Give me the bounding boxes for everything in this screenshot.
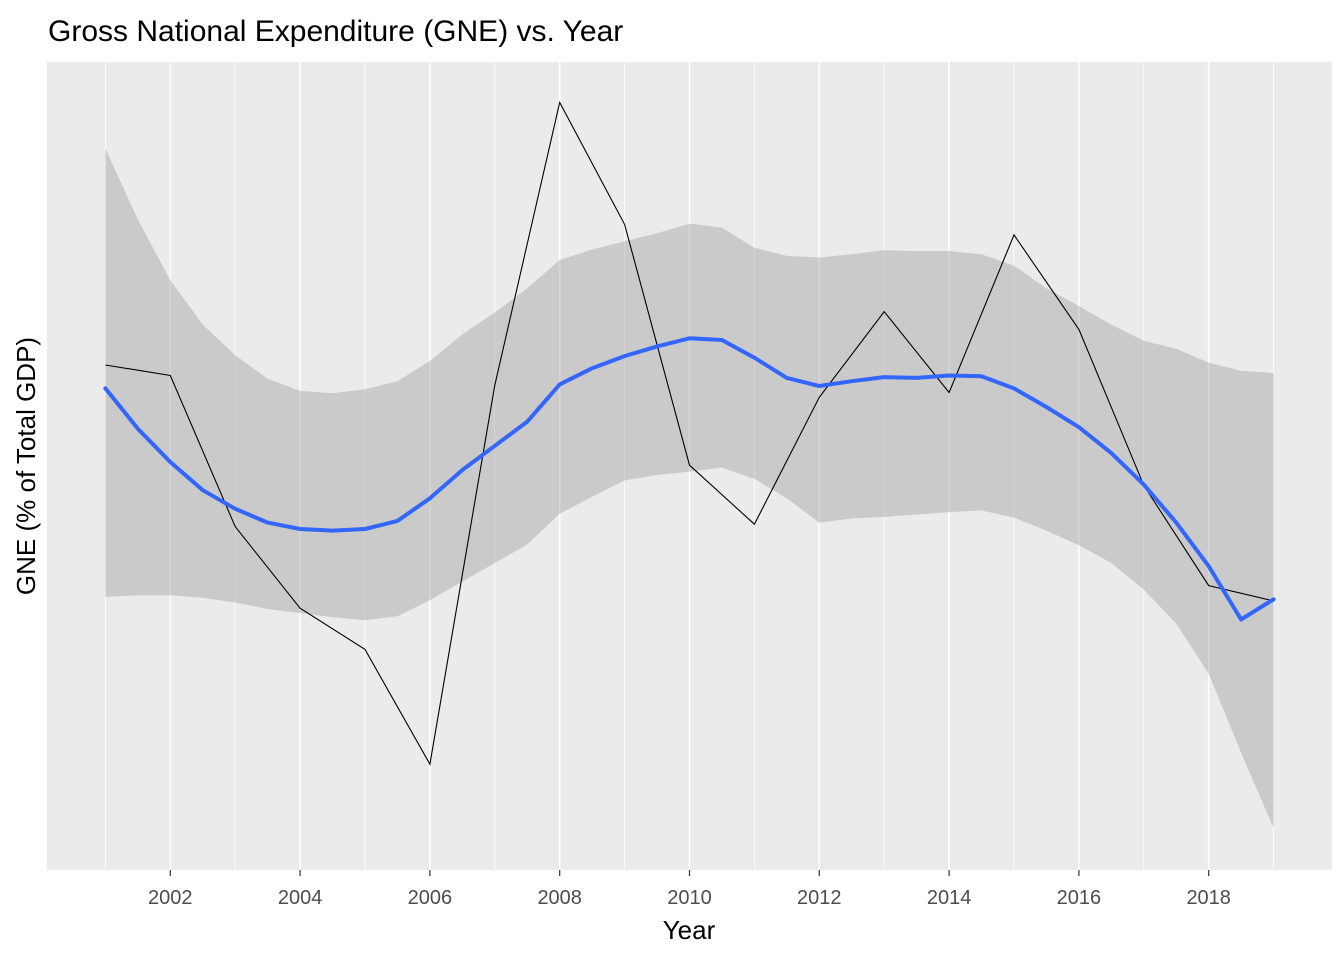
x-axis-title: Year xyxy=(663,915,716,945)
smooth-trend-line xyxy=(103,336,1276,622)
x-tick-label: 2004 xyxy=(278,887,323,909)
x-tick-label: 2012 xyxy=(797,887,842,909)
gne-data-line xyxy=(105,100,1274,766)
x-tick-label: 2014 xyxy=(927,887,972,909)
x-axis: 2002 2004 2006 2008 2010 2012 2014 2016 2018 xyxy=(148,870,1231,909)
series-layer xyxy=(103,100,1276,828)
x-tick-label: 2010 xyxy=(667,887,712,909)
x-tick-label: 2016 xyxy=(1057,887,1102,909)
y-axis-title: GNE (% of Total GDP) xyxy=(11,337,41,595)
confidence-band xyxy=(105,148,1274,828)
x-tick-label: 2002 xyxy=(148,887,193,909)
grid-lines xyxy=(105,62,1274,870)
x-tick-label: 2006 xyxy=(408,887,453,909)
x-tick-label: 2018 xyxy=(1186,887,1231,909)
chart-title: Gross National Expenditure (GNE) vs. Yea… xyxy=(48,15,623,48)
x-tick-label: 2008 xyxy=(537,887,582,909)
